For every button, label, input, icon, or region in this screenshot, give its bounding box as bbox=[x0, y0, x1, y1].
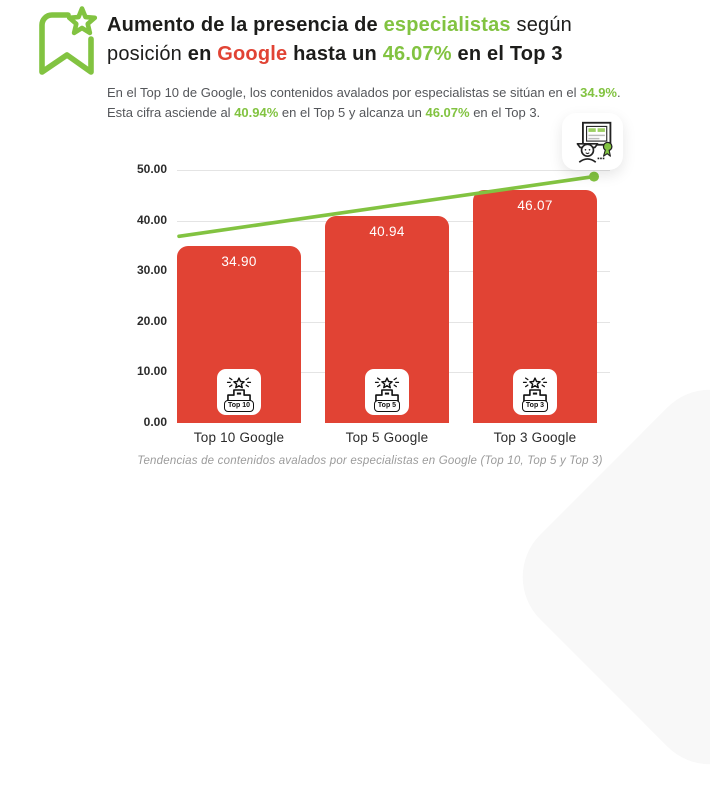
y-axis-tick-label: 0.00 bbox=[143, 415, 167, 429]
podium-badge-label: Top 3 bbox=[521, 399, 549, 412]
page-title: Aumento de la presencia de especialistas… bbox=[107, 11, 637, 69]
trend-line bbox=[177, 171, 599, 239]
title-highlight-red: Google bbox=[217, 43, 288, 65]
bar-value-label: 40.94 bbox=[369, 223, 405, 239]
subtitle-segment: En el Top 10 de Google, los contenidos a… bbox=[107, 85, 581, 100]
chart-area: 50.00 40.00 30.00 20.00 10.00 0.00 34.90 Top 10… bbox=[136, 162, 610, 445]
title-segment: hasta un bbox=[287, 43, 383, 65]
podium-badge-label: Top 5 bbox=[373, 399, 401, 412]
subtitle-stat: 40.94% bbox=[234, 105, 279, 120]
x-axis-tick-label: Top 5 Google bbox=[345, 430, 429, 445]
title-segment: Aumento de la presencia de bbox=[107, 14, 384, 36]
x-axis-tick-label: Top 10 Google bbox=[193, 430, 285, 445]
x-axis-tick-label: Top 3 Google bbox=[493, 430, 577, 445]
podium-badge-icon: Top 5 bbox=[365, 369, 409, 415]
subtitle-stat: 34.9% bbox=[580, 85, 617, 100]
bar-value-label: 34.90 bbox=[221, 254, 257, 270]
title-segment: según bbox=[510, 14, 572, 36]
specialist-certificate-icon bbox=[562, 113, 623, 170]
y-axis-tick-label: 20.00 bbox=[136, 313, 167, 328]
y-axis-tick-label: 40.00 bbox=[136, 212, 167, 227]
y-axis-tick-label: 50.00 bbox=[136, 162, 167, 176]
trend-line-end-dot bbox=[589, 171, 599, 182]
subtitle-segment: en el Top 3. bbox=[469, 105, 541, 120]
y-axis-tick-label: 30.00 bbox=[136, 263, 167, 278]
title-highlight-green: 46.07% bbox=[382, 43, 452, 65]
bar-value-label: 46.07 bbox=[517, 197, 553, 213]
bookmark-star-icon bbox=[33, 5, 101, 79]
subtitle-stat: 46.07% bbox=[425, 105, 470, 120]
gridline bbox=[177, 170, 610, 171]
subtitle-segment: . bbox=[617, 85, 621, 100]
podium-badge-icon: Top 3 bbox=[513, 369, 557, 415]
chart-caption: Tendencias de contenidos avalados por es… bbox=[137, 455, 603, 467]
subtitle-segment: en el Top 5 y alcanza un bbox=[278, 105, 426, 120]
title-segment: en bbox=[187, 43, 218, 65]
title-highlight-green: especialistas bbox=[383, 14, 511, 36]
podium-badge-icon: Top 10 bbox=[217, 369, 261, 415]
subtitle-segment: Esta cifra asciende al bbox=[107, 105, 235, 120]
title-segment: posición bbox=[107, 43, 188, 65]
title-segment: en el Top 3 bbox=[451, 43, 563, 65]
subtitle: En el Top 10 de Google, los contenidos a… bbox=[107, 83, 707, 123]
podium-badge-label: Top 10 bbox=[223, 399, 255, 412]
y-axis-tick-label: 10.00 bbox=[136, 364, 167, 379]
